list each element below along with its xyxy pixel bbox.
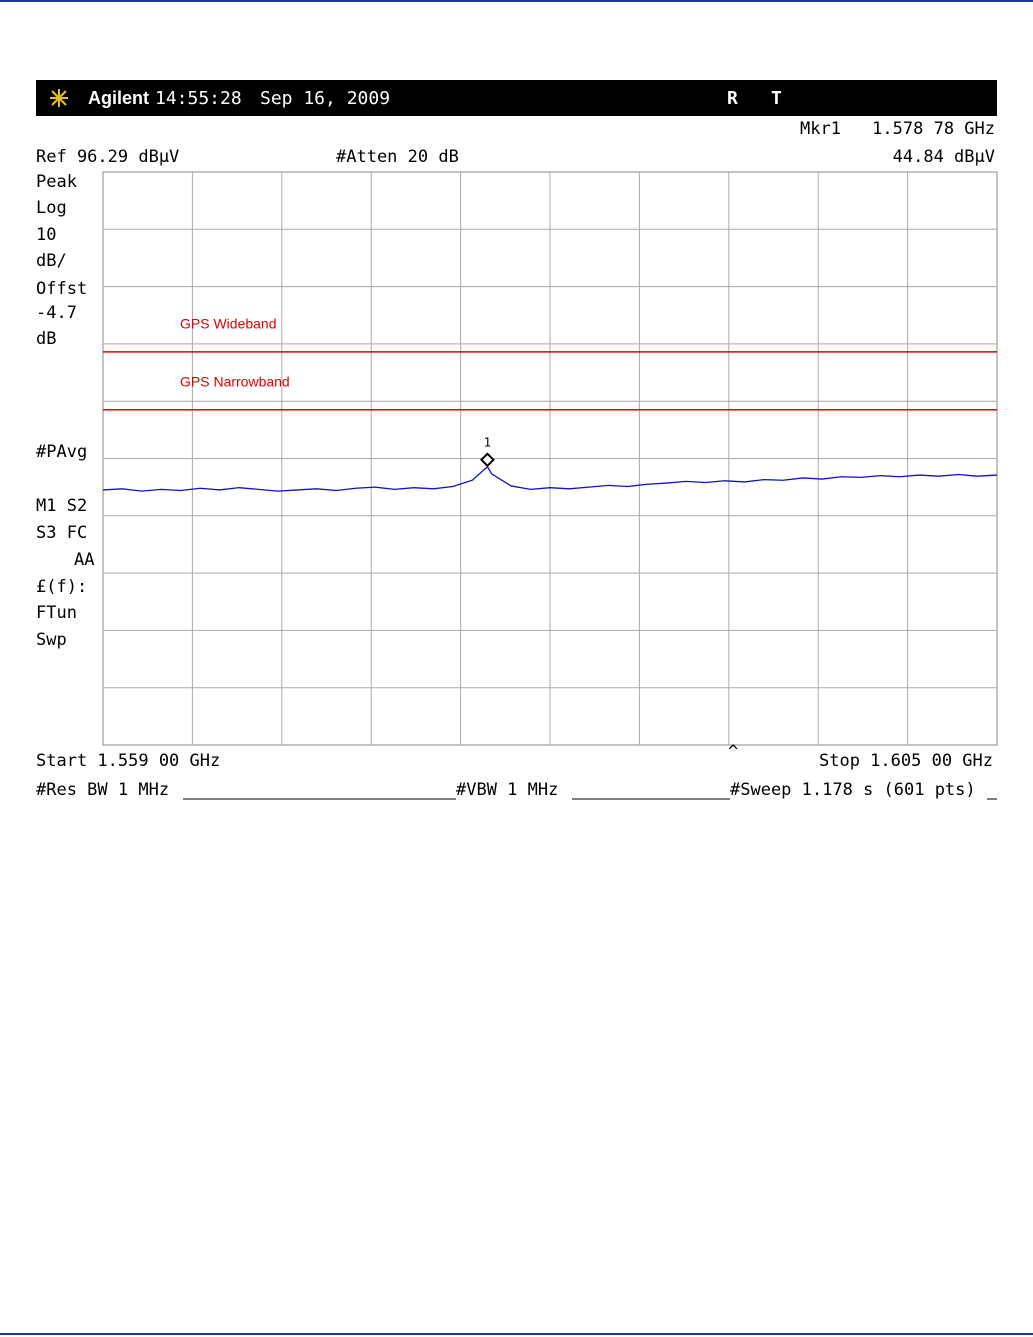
side-annotation: Log: [36, 198, 67, 218]
side-annotation: S3 FC: [36, 523, 87, 543]
side-annotation: Peak: [36, 172, 77, 192]
side-annotation: M1 S2: [36, 496, 87, 516]
side-annotation: -4.7: [36, 303, 77, 323]
date: Sep 16, 2009: [260, 88, 390, 109]
marker-label: Mkr1: [800, 119, 841, 139]
side-annotation: dB: [36, 329, 56, 349]
logo: [50, 89, 68, 107]
side-annotation: #PAvg: [36, 442, 87, 462]
start-frequency: Start 1.559 00 GHz: [36, 751, 220, 771]
side-annotation: AA: [74, 550, 94, 570]
limit-label: GPS Narrowband: [180, 373, 290, 389]
side-annotation: £(f):: [36, 577, 87, 597]
resolution-bandwidth: #Res BW 1 MHz: [36, 780, 169, 800]
status: R: [727, 88, 738, 109]
side-annotation: 10: [36, 225, 56, 245]
brand: Agilent: [88, 88, 149, 108]
side-annotation: FTun: [36, 603, 77, 623]
side-annotation: Swp: [36, 630, 67, 650]
reference-level: Ref 96.29 dBµV: [36, 147, 179, 167]
sweep: #Sweep 1.178 s (601 pts): [730, 780, 976, 800]
header-bar: [36, 80, 997, 116]
marker-id: 1: [484, 435, 491, 449]
marker-level: 44.84 dBµV: [893, 147, 995, 167]
video-bandwidth: #VBW 1 MHz: [456, 780, 558, 800]
limit-label: GPS Wideband: [180, 316, 277, 332]
side-annotation: Offst: [36, 279, 87, 299]
marker: [480, 452, 495, 468]
marker-frequency: 1.578 78 GHz: [872, 119, 995, 139]
caret: ^: [728, 742, 738, 762]
trace: [102, 465, 998, 492]
attenuation: #Atten 20 dB: [336, 147, 459, 167]
side-annotation: dB/: [36, 251, 67, 271]
stop-frequency: Stop 1.605 00 GHz: [819, 751, 993, 771]
time: 14:55:28: [155, 88, 242, 109]
status: T: [771, 88, 782, 109]
